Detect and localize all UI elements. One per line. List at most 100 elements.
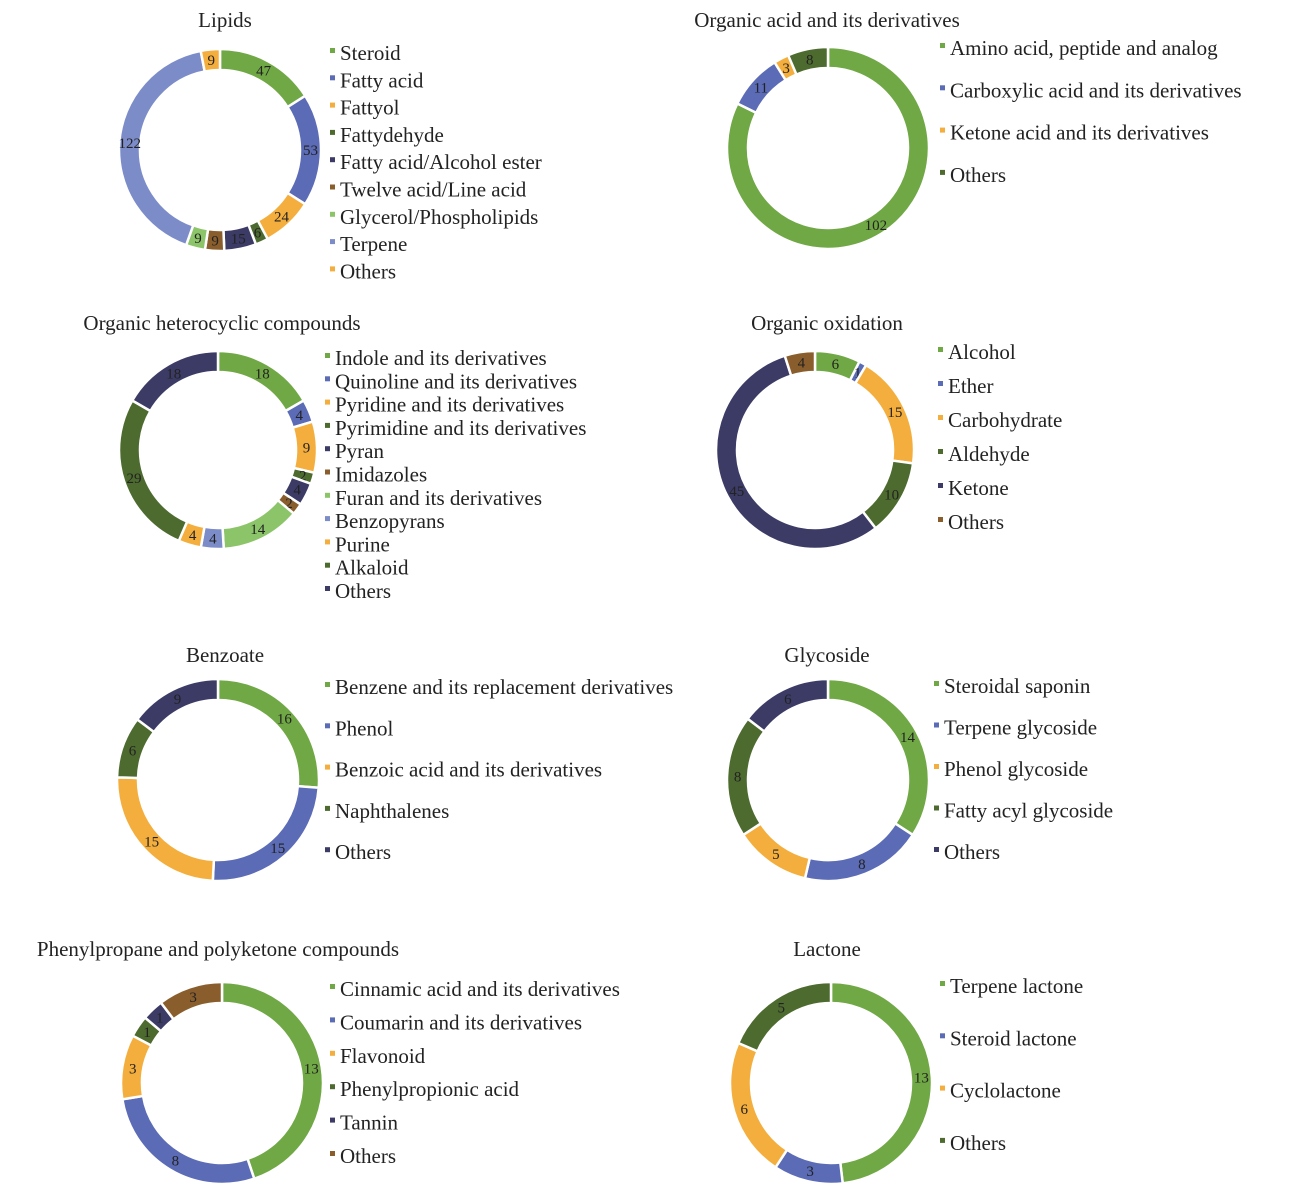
legend-item-fatty-acyl-glycoside: Fatty acyl glycoside: [944, 799, 1113, 823]
value-label: 5: [772, 847, 780, 863]
chart-title: Lipids: [198, 8, 252, 32]
legend-item-phenol: Phenol: [335, 716, 394, 740]
slice-cyclolactone: [728, 1041, 789, 1170]
legend-item-naphthalenes: Naphthalenes: [335, 799, 449, 823]
legend-item-furan-and-its-derivatives: Furan and its derivatives: [335, 486, 542, 510]
chart-phenylpropane-and-polyketone-compounds: Phenylpropane and polyketone compounds13…: [37, 937, 620, 1185]
legend-swatch: [325, 492, 330, 498]
legend-item-aldehyde: Aldehyde: [948, 442, 1030, 466]
legend-swatch: [325, 586, 330, 591]
slice-ketone: [714, 354, 878, 551]
legend-swatch: [940, 1033, 945, 1039]
value-label: 16: [277, 712, 293, 728]
value-label: 9: [303, 440, 311, 456]
chart-title: Organic acid and its derivatives: [694, 8, 960, 32]
slice-benzene-and-its-replacement-derivatives: [216, 677, 321, 790]
value-label: 102: [865, 218, 888, 234]
value-label: 6: [784, 692, 792, 708]
value-label: 4: [296, 408, 304, 424]
value-label: 2: [285, 496, 293, 512]
legend-swatch: [330, 1017, 335, 1023]
legend-swatch: [938, 483, 943, 488]
value-label: 53: [303, 143, 318, 159]
legend-item-pyran: Pyran: [335, 439, 384, 463]
legend-item-indole-and-its-derivatives: Indole and its derivatives: [335, 346, 547, 370]
legend-swatch: [330, 48, 335, 53]
value-label: 4: [293, 483, 301, 499]
value-label: 6: [254, 225, 262, 241]
chart-organic-oxidation: Organic oxidation 61 15 10 45 4 Alcohol Ether Ca…: [714, 311, 1062, 551]
value-label: 5: [778, 1000, 786, 1016]
legend-item-carbohydrate: Carbohydrate: [948, 408, 1062, 432]
legend-swatch: [325, 399, 330, 405]
legend-swatch: [325, 764, 330, 770]
legend-swatch: [325, 562, 330, 568]
legend-swatch: [938, 381, 943, 386]
slice-others: [130, 349, 220, 413]
legend-swatch: [934, 722, 939, 728]
value-label: 18: [166, 366, 181, 382]
value-label: 15: [270, 841, 285, 857]
value-label: 8: [172, 1154, 180, 1170]
slice-steroidal-saponin: [826, 677, 931, 837]
legend-item-terpene: Terpene: [340, 232, 407, 256]
value-label: 3: [189, 990, 197, 1006]
value-label: 9: [174, 692, 182, 708]
legend-item-alkaloid: Alkaloid: [335, 556, 409, 580]
value-label: 1: [854, 366, 862, 382]
chart-benzoate: Benzoate 16 15 15 6 9 Benzene and its replacem…: [115, 643, 673, 883]
legend-swatch: [938, 449, 943, 454]
legend-swatch: [325, 422, 330, 428]
value-label: 1: [156, 1010, 164, 1026]
value-label: 8: [806, 52, 814, 68]
legend-swatch: [325, 469, 330, 475]
legend-swatch: [940, 1137, 945, 1143]
legend-swatch: [330, 984, 335, 989]
chart-glycoside: Glycoside 14 8 5 8 6 Steroidal saponin Terpene …: [725, 643, 1113, 883]
value-label: 6: [129, 743, 137, 759]
value-label: 9: [194, 231, 202, 247]
legend-item-tannin: Tannin: [340, 1111, 399, 1135]
legend-item-terpene-glycoside: Terpene glycoside: [944, 716, 1097, 740]
chart-title: Lactone: [793, 937, 861, 961]
value-label: 10: [884, 487, 899, 503]
slice-benzoic-acid-and-its-derivatives: [115, 776, 216, 883]
chart-organic-heterocyclic-compounds: Organic heterocyclic compounds1849242144…: [83, 311, 586, 603]
legend-swatch: [330, 75, 335, 81]
slice-others: [199, 47, 222, 73]
legend-swatch: [940, 85, 945, 91]
slice-others: [783, 349, 817, 378]
value-label: 8: [734, 770, 742, 786]
chart-lactone: Lactone 13 3 6 5 Terpene lactone Steroid lacto…: [728, 937, 1083, 1185]
value-label: 14: [250, 522, 266, 538]
legend-swatch: [330, 102, 335, 108]
legend-swatch: [940, 1085, 945, 1091]
slice-fatty-acyl-glycoside: [725, 717, 767, 837]
slice-carbohydrate: [853, 363, 916, 465]
value-label: 13: [304, 1061, 319, 1077]
legend-item-others: Others: [944, 840, 1000, 864]
legend-swatch: [325, 682, 330, 687]
legend-swatch: [325, 353, 330, 358]
value-label: 9: [208, 53, 216, 69]
legend-swatch: [325, 723, 330, 729]
legend-item-others: Others: [335, 579, 391, 603]
value-label: 11: [754, 80, 768, 96]
legend-swatch: [325, 847, 330, 853]
slice-others: [786, 45, 830, 77]
legend-item-fattyol: Fattyol: [340, 96, 400, 120]
legend-swatch: [330, 1151, 335, 1156]
legend-swatch: [938, 517, 943, 522]
legend-swatch: [325, 516, 330, 522]
legend-swatch: [330, 157, 335, 163]
legend-item-pyridine-and-its-derivatives: Pyridine and its derivatives: [335, 393, 564, 417]
legend-item-coumarin-and-its-derivatives: Coumarin and its derivatives: [340, 1010, 582, 1034]
legend-item-others: Others: [950, 163, 1006, 187]
legend-item-others: Others: [950, 1131, 1006, 1155]
legend-item-ketone: Ketone: [948, 476, 1009, 500]
legend-item-ketone-acid-and-its-derivatives: Ketone acid and its derivatives: [950, 121, 1209, 145]
legend-swatch: [330, 211, 335, 217]
value-label: 1: [143, 1025, 151, 1041]
